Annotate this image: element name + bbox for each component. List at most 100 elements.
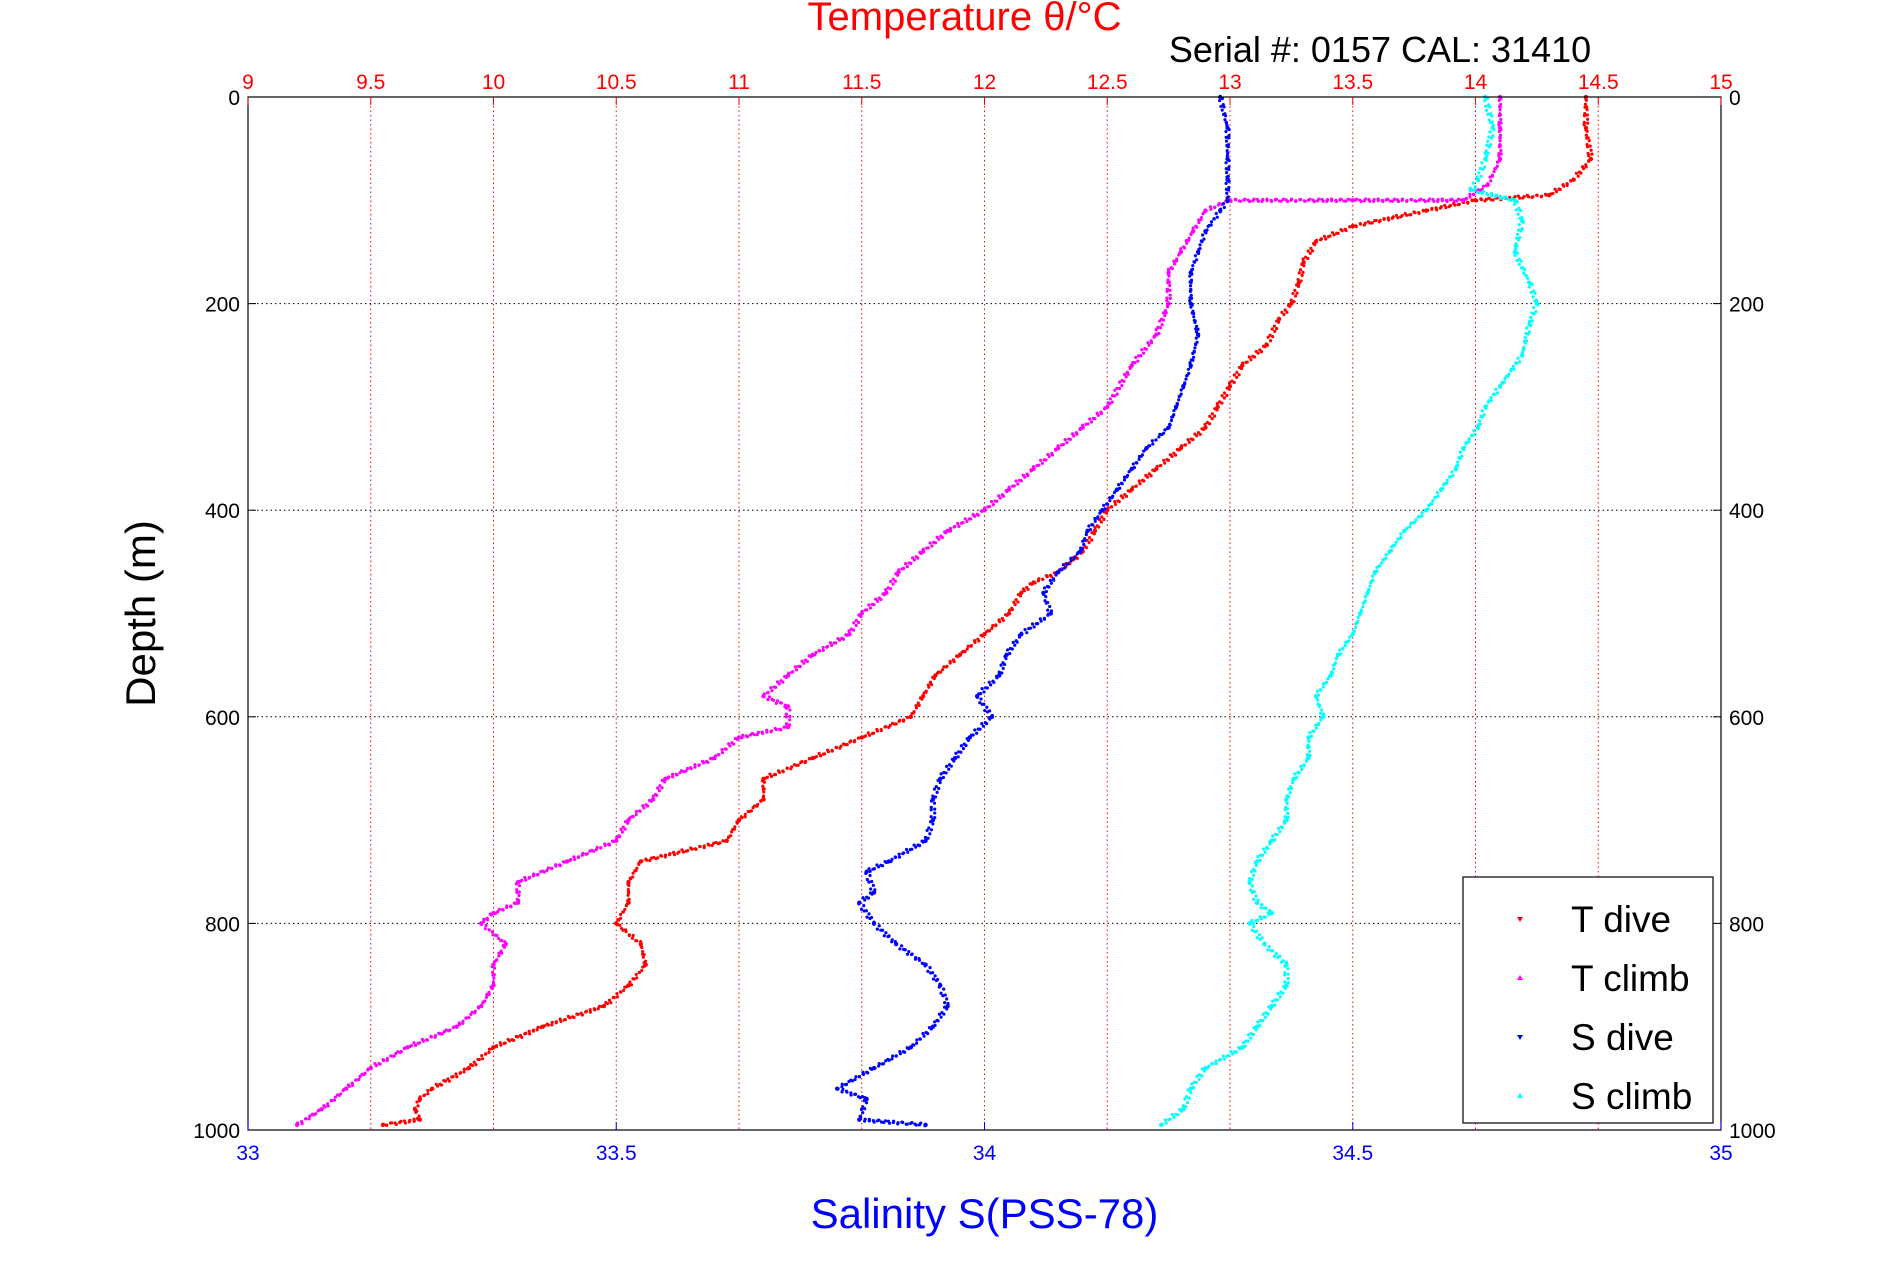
data-point (1454, 468, 1458, 472)
data-point (1492, 392, 1497, 397)
data-point (1529, 315, 1533, 320)
data-point (1131, 462, 1135, 466)
data-point (867, 1117, 871, 1121)
data-point (1091, 523, 1095, 527)
data-point (1302, 264, 1306, 268)
data-point (1499, 121, 1503, 125)
data-point (746, 809, 750, 814)
data-point (1317, 704, 1321, 709)
data-point (995, 499, 999, 503)
salinity-tick-label: 34 (973, 1142, 997, 1165)
data-point (1289, 301, 1294, 306)
data-point (1054, 448, 1058, 452)
data-point (706, 842, 710, 846)
data-point (1165, 296, 1169, 300)
data-point (497, 936, 501, 941)
data-point (729, 830, 734, 834)
data-point (484, 923, 488, 927)
data-point (1298, 268, 1303, 272)
data-point (961, 746, 966, 751)
data-point (1213, 414, 1217, 418)
data-point (1227, 384, 1233, 389)
data-point (1300, 273, 1304, 277)
data-point (360, 1072, 364, 1076)
data-point (1252, 873, 1256, 877)
data-point (936, 1019, 940, 1023)
data-point (1263, 906, 1267, 910)
data-point (1189, 280, 1193, 285)
data-point (1202, 1069, 1207, 1073)
data-point (908, 714, 914, 719)
data-point (1144, 347, 1148, 351)
data-point (1280, 310, 1284, 315)
data-point (1250, 877, 1254, 881)
data-point (921, 1031, 925, 1036)
data-point (1409, 521, 1413, 526)
data-point (854, 618, 858, 623)
data-point (1174, 406, 1178, 411)
data-point (1081, 539, 1085, 543)
data-point (762, 790, 766, 794)
data-point (868, 606, 873, 610)
data-point (1589, 148, 1593, 152)
data-point (403, 1121, 408, 1125)
data-point (868, 869, 872, 874)
data-point (1005, 648, 1010, 652)
data-point (310, 1112, 315, 1116)
data-point (972, 514, 977, 518)
data-point (925, 828, 929, 833)
data-point (594, 848, 598, 852)
data-point (1212, 217, 1216, 221)
data-point (408, 1118, 412, 1122)
data-point (1267, 1005, 1271, 1009)
data-point (1283, 808, 1287, 812)
data-point (1370, 221, 1374, 225)
data-point (1255, 936, 1259, 940)
data-point (1484, 149, 1488, 153)
data-point (1382, 216, 1386, 221)
data-point (385, 1123, 389, 1127)
data-point (1519, 266, 1524, 270)
data-point (1168, 288, 1172, 292)
data-point (945, 997, 949, 1001)
data-point (1297, 271, 1301, 275)
data-point (768, 772, 772, 776)
data-point (1321, 199, 1325, 203)
data-point (1513, 244, 1517, 249)
data-point (942, 665, 946, 669)
data-point (710, 757, 714, 761)
data-point (580, 1013, 584, 1017)
data-point (1250, 918, 1254, 923)
data-point (1331, 663, 1336, 667)
data-point (502, 945, 507, 949)
data-point (626, 893, 630, 897)
data-point (1230, 1052, 1235, 1056)
data-point (1063, 566, 1067, 570)
data-point (928, 832, 932, 836)
data-point (852, 628, 856, 632)
data-point (1358, 613, 1362, 617)
data-point (1063, 438, 1067, 442)
data-point (554, 1020, 558, 1024)
data-point (417, 1041, 422, 1045)
data-point (728, 744, 732, 748)
data-point (366, 1068, 370, 1072)
data-point (1078, 427, 1082, 432)
data-point (1282, 984, 1286, 988)
data-point (1191, 351, 1195, 355)
data-point (595, 845, 599, 849)
data-point (1093, 516, 1097, 521)
data-point (417, 1114, 421, 1118)
data-point (769, 685, 773, 690)
data-point (890, 1057, 894, 1061)
data-point (1285, 801, 1289, 805)
data-point (1158, 319, 1162, 323)
data-point (1522, 267, 1527, 272)
data-point (1193, 320, 1197, 324)
data-point (627, 933, 631, 938)
data-point (852, 621, 856, 625)
data-point (973, 640, 977, 644)
data-point (861, 1072, 866, 1077)
data-point (1169, 418, 1174, 423)
data-point (1170, 1112, 1175, 1117)
